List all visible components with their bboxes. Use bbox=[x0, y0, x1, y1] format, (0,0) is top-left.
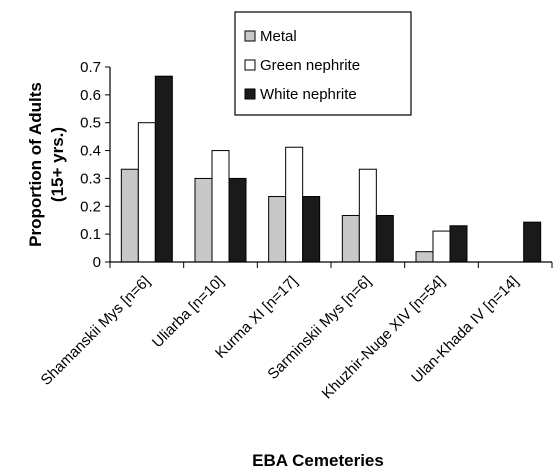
bar-green-nephrite-1 bbox=[211, 150, 230, 263]
legend-label-white-nephrite: White nephrite bbox=[260, 86, 357, 103]
legend-swatch-metal bbox=[244, 30, 256, 42]
category-labels-group: Shamanskii Mys [n=6]Uliarba [n=10]Kurma … bbox=[38, 273, 522, 403]
y-tick-label: 0.5 bbox=[80, 115, 101, 132]
legend: Metal Green nephrite White nephrite bbox=[234, 11, 412, 116]
bar-white-nephrite-5 bbox=[523, 221, 542, 263]
bar-green-nephrite-3 bbox=[358, 168, 377, 263]
x-category-label: Uliarba [n=10] bbox=[149, 273, 227, 351]
bar-white-nephrite-1 bbox=[228, 177, 247, 263]
legend-swatch-white-nephrite bbox=[244, 88, 256, 100]
legend-label-green-nephrite: Green nephrite bbox=[260, 57, 360, 74]
bar-white-nephrite-0 bbox=[154, 75, 173, 263]
legend-box bbox=[234, 11, 412, 116]
bar-green-nephrite-2 bbox=[285, 146, 304, 263]
y-tick-label: 0.3 bbox=[80, 170, 101, 187]
bar-green-nephrite-4 bbox=[432, 230, 451, 263]
y-axis-title-line-1: Proportion of Adults bbox=[26, 82, 45, 247]
bars-group bbox=[120, 75, 542, 263]
x-axis-title: EBA Cemeteries bbox=[252, 451, 384, 469]
bar-white-nephrite-4 bbox=[449, 225, 468, 263]
bar-metal-1 bbox=[194, 177, 213, 263]
axes-group bbox=[109, 67, 553, 268]
y-tick-label: 0.1 bbox=[80, 226, 101, 243]
bar-metal-0 bbox=[120, 168, 139, 263]
y-tick-label: 0.4 bbox=[80, 143, 101, 160]
y-tick-label: 0 bbox=[93, 254, 101, 271]
bar-metal-3 bbox=[341, 214, 360, 263]
x-category-label: Khuzhir-Nuge XIV [n=54] bbox=[319, 273, 449, 403]
y-axis-title-line-2: (15+ yrs.) bbox=[48, 127, 67, 202]
bar-white-nephrite-2 bbox=[302, 196, 321, 263]
bar-green-nephrite-0 bbox=[137, 122, 156, 263]
y-tick-label: 0.7 bbox=[80, 59, 101, 76]
bar-metal-2 bbox=[268, 196, 287, 263]
bar-metal-4 bbox=[415, 251, 434, 263]
y-ticks-group: 0 0.1 0.2 0.3 0.4 0.5 0.6 0.7 bbox=[80, 59, 110, 271]
bar-white-nephrite-3 bbox=[375, 214, 394, 263]
y-tick-label: 0.6 bbox=[80, 87, 101, 104]
legend-label-metal: Metal bbox=[260, 28, 297, 45]
legend-swatch-green-nephrite bbox=[244, 59, 256, 71]
x-category-label: Shamanskii Mys [n=6] bbox=[38, 273, 154, 389]
y-tick-label: 0.2 bbox=[80, 198, 101, 215]
